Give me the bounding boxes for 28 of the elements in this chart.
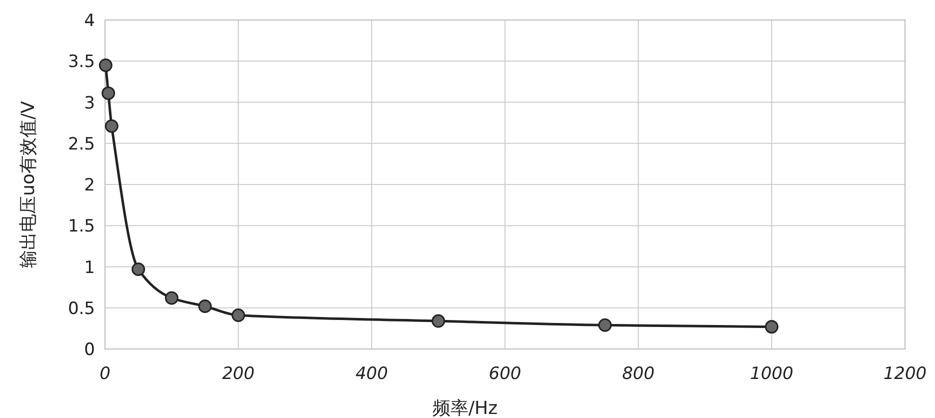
y-tick-label: 2 [84,176,95,196]
x-tick-label: 800 [622,364,655,384]
y-tick-label: 1.5 [68,216,95,237]
y-axis-title: 输出电压uo有效值/V [18,100,39,268]
point [164,291,178,305]
y-tick-label: 3.5 [68,52,95,72]
y-tick-label: 3 [84,93,95,114]
point [104,119,118,133]
y-tick-label: 4 [84,11,95,31]
x-tick-label: 0 [100,364,110,384]
point [764,320,778,334]
point [132,262,146,276]
point [432,314,446,328]
x-axis-title: 频率/Hz [432,398,498,418]
x-tick-label: 400 [355,364,388,384]
point [198,299,212,313]
y-tick-label: 0 [84,340,95,360]
point [102,86,116,100]
x-tick-label: 600 [488,364,522,384]
point [232,308,246,322]
y-tick-label: 0.5 [68,298,95,319]
x-tick-label: 1000 [750,364,794,384]
x-tick-label: 200 [222,364,255,384]
y-tick-label: 2.5 [68,134,95,154]
x-tick-label: 1200 [883,364,927,384]
point [98,58,112,72]
point [598,318,612,332]
y-tick-label: 1 [84,258,95,278]
